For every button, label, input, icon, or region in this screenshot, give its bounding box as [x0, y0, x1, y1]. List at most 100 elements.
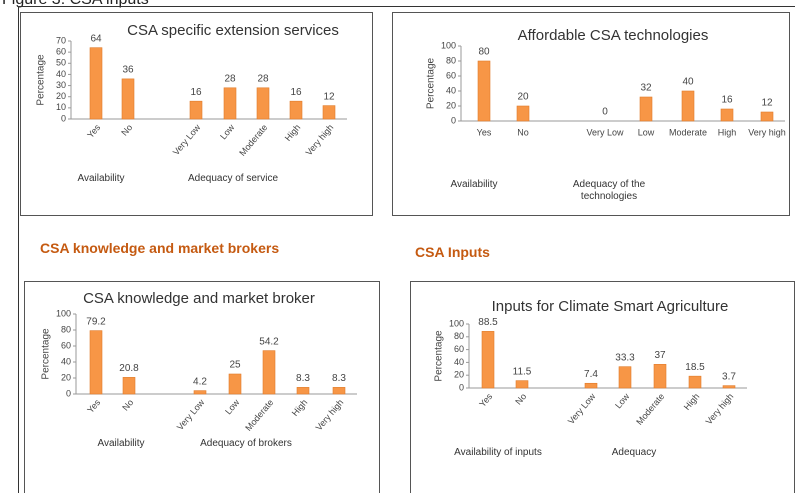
x-tick-label: Low	[638, 127, 655, 137]
x-tick-label: Moderate	[237, 122, 269, 158]
x-tick-label: No	[517, 127, 529, 137]
y-tick-label: 50	[56, 58, 66, 68]
y-tick-label: 20	[454, 370, 464, 380]
bar	[681, 90, 695, 122]
group-label: Adequacy of the technologies	[572, 179, 646, 202]
data-label: 8.3	[332, 373, 346, 384]
x-tick-label: High	[682, 391, 702, 412]
bar	[481, 331, 495, 389]
y-tick-label: 80	[454, 331, 464, 341]
group-label: Availability of inputs	[454, 447, 542, 458]
x-tick-label: High	[290, 397, 310, 418]
y-tick-label: 100	[56, 308, 71, 318]
y-tick-label: 40	[61, 356, 71, 366]
chart-panel: CSA knowledge and market broker Percentag…	[24, 281, 380, 493]
y-tick-label: 100	[441, 40, 456, 50]
y-tick-label: 10	[56, 102, 66, 112]
y-tick-label: 20	[56, 91, 66, 101]
data-label: 64	[90, 33, 102, 44]
x-tick-label: Low	[223, 397, 242, 416]
y-axis-label: Percentage	[41, 328, 52, 380]
y-axis-label: Percentage	[36, 54, 47, 106]
y-tick-label: 40	[56, 69, 66, 79]
data-label: 25	[229, 360, 241, 371]
bar	[89, 47, 103, 120]
bar	[722, 385, 736, 389]
bar	[515, 380, 529, 389]
y-tick-label: 20	[446, 100, 456, 110]
x-tick-label: Very high	[314, 397, 346, 432]
chart-panel: Affordable CSA technologies Percentage 0 20…	[392, 12, 790, 216]
data-label: 80	[478, 47, 490, 58]
y-axis-label: Percentage	[434, 330, 445, 382]
chart: CSA knowledge and market broker Percentag…	[41, 290, 357, 433]
x-tick-label: Yes	[477, 391, 494, 409]
group-label: Adequacy	[611, 447, 657, 458]
group-label: Availability	[97, 438, 145, 449]
x-tick-label: Yes	[477, 127, 492, 137]
x-tick-label: Very Low	[586, 127, 624, 137]
bar	[256, 87, 270, 120]
data-label: 18.5	[685, 362, 705, 373]
y-tick-label: 40	[446, 85, 456, 95]
chart-title: CSA specific extension services	[127, 22, 339, 39]
x-tick-label: No	[119, 122, 134, 137]
data-label: 20	[517, 92, 529, 103]
data-label: 33.3	[615, 352, 635, 363]
bar	[193, 390, 207, 395]
data-label: 16	[721, 95, 733, 106]
data-label: 8.3	[296, 373, 310, 384]
data-label: 12	[323, 91, 335, 102]
data-label: 88.5	[478, 317, 498, 328]
data-label: 0	[602, 107, 608, 118]
bar	[121, 78, 135, 120]
section-heading: CSA knowledge and market brokers	[40, 240, 280, 256]
data-label: 28	[224, 73, 236, 84]
y-tick-label: 60	[446, 70, 456, 80]
data-label: 16	[190, 87, 202, 98]
y-tick-label: 0	[61, 113, 66, 123]
x-tick-label: Very Low	[171, 122, 203, 157]
bar	[618, 366, 632, 389]
data-label: 16	[290, 87, 302, 98]
bar	[189, 100, 203, 120]
x-tick-label: Moderate	[243, 397, 275, 433]
data-label: 54.2	[259, 336, 279, 347]
y-tick-label: 60	[454, 344, 464, 354]
y-tick-label: 80	[61, 324, 71, 334]
y-axis-label: Percentage	[426, 57, 437, 109]
chart: Affordable CSA technologies Percentage 0 20…	[426, 27, 786, 137]
x-tick-label: Low	[613, 391, 632, 410]
bar	[89, 330, 103, 395]
y-tick-label: 0	[66, 388, 71, 398]
x-tick-label: Very Low	[566, 391, 598, 426]
chart: Inputs for Climate Smart Agriculture Perc…	[434, 298, 747, 427]
data-label: 79.2	[86, 316, 106, 327]
bar	[653, 364, 667, 389]
figure-caption: Figure 3: CSA inputs	[2, 0, 149, 9]
y-tick-label: 100	[449, 318, 464, 328]
chart-title: CSA knowledge and market broker	[83, 290, 315, 307]
data-label: 3.7	[722, 371, 736, 382]
bar	[322, 105, 336, 120]
bar	[760, 111, 774, 122]
frame	[18, 6, 795, 493]
data-label: 20.8	[119, 363, 139, 374]
chart: CSA specific extension services Percentag…	[36, 22, 347, 158]
data-label: 32	[640, 83, 652, 94]
chart-panel: Inputs for Climate Smart Agriculture Perc…	[410, 281, 795, 493]
x-tick-label: Moderate	[669, 127, 707, 137]
y-tick-label: 60	[61, 340, 71, 350]
data-label: 37	[654, 350, 666, 361]
data-label: 12	[761, 98, 773, 109]
group-label: Availability	[450, 179, 498, 190]
bar	[688, 375, 702, 389]
bar	[639, 96, 653, 122]
y-tick-label: 0	[451, 115, 456, 125]
x-tick-label: Low	[218, 122, 237, 141]
y-tick-label: 30	[56, 80, 66, 90]
x-tick-label: Very Low	[175, 397, 207, 432]
bar	[289, 100, 303, 120]
y-tick-label: 20	[61, 372, 71, 382]
